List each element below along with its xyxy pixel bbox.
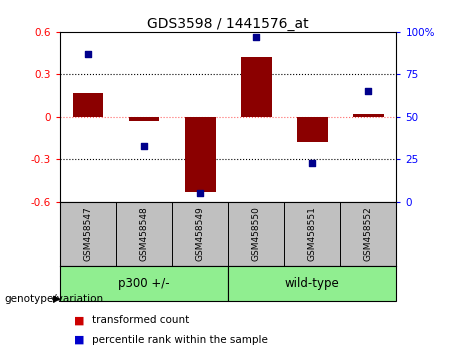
Bar bbox=[185, 117, 216, 192]
Bar bbox=[60, 266, 228, 301]
Bar bbox=[228, 266, 396, 301]
Text: GSM458549: GSM458549 bbox=[195, 206, 205, 261]
Bar bbox=[353, 114, 384, 117]
Text: GSM458552: GSM458552 bbox=[364, 206, 373, 261]
Text: GSM458547: GSM458547 bbox=[83, 206, 93, 261]
Point bbox=[365, 88, 372, 94]
Text: GSM458550: GSM458550 bbox=[252, 206, 261, 261]
Text: genotype/variation: genotype/variation bbox=[5, 294, 104, 304]
Point bbox=[140, 143, 148, 149]
Point bbox=[309, 160, 316, 166]
Point bbox=[84, 51, 92, 57]
Text: p300 +/-: p300 +/- bbox=[118, 277, 170, 290]
Text: GSM458548: GSM458548 bbox=[140, 206, 148, 261]
Bar bbox=[297, 117, 328, 142]
Text: percentile rank within the sample: percentile rank within the sample bbox=[92, 335, 268, 345]
Bar bbox=[129, 117, 160, 121]
Text: ■: ■ bbox=[74, 335, 84, 345]
Text: wild-type: wild-type bbox=[285, 277, 340, 290]
Text: transformed count: transformed count bbox=[92, 315, 189, 325]
Point bbox=[196, 190, 204, 196]
Bar bbox=[72, 93, 103, 117]
Text: ■: ■ bbox=[74, 315, 84, 325]
Bar bbox=[241, 57, 272, 117]
Title: GDS3598 / 1441576_at: GDS3598 / 1441576_at bbox=[148, 17, 309, 31]
Text: GSM458551: GSM458551 bbox=[308, 206, 317, 261]
Point bbox=[253, 34, 260, 40]
